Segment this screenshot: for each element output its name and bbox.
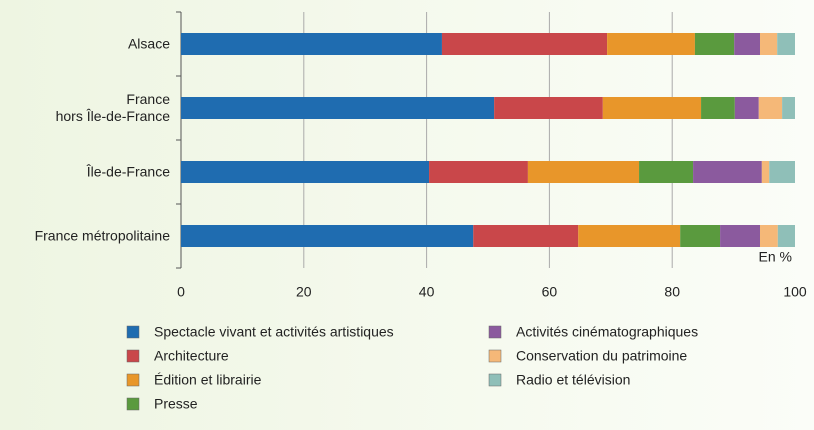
bar-segment	[473, 225, 579, 247]
bar-segment	[760, 33, 778, 55]
bar-segment	[760, 225, 778, 247]
x-tick-label: 100	[783, 284, 807, 300]
bar-segment	[181, 225, 474, 247]
category-label: France métropolitaine	[34, 227, 170, 244]
bar-segment	[181, 33, 442, 55]
annotation: En %	[759, 249, 792, 265]
legend-swatch	[488, 325, 502, 339]
bar-segment	[181, 97, 495, 119]
bar-segment	[680, 225, 721, 247]
bar-segment	[782, 97, 795, 119]
x-tick-label: 60	[542, 284, 558, 300]
bar-segment	[758, 97, 783, 119]
x-tick-label: 20	[296, 284, 312, 300]
legend-swatch	[488, 373, 502, 387]
bar-segment	[527, 161, 640, 183]
x-tick-label: 80	[664, 284, 680, 300]
legend-label: Conservation du patrimoine	[516, 348, 687, 364]
bar-segment	[694, 33, 735, 55]
bar-segment	[602, 97, 702, 119]
bar-segment	[429, 161, 528, 183]
legend-swatch	[126, 325, 140, 339]
x-tick-label: 40	[419, 284, 435, 300]
bar-segment	[720, 225, 761, 247]
category-label: Alsace	[127, 35, 170, 52]
bar-segment	[607, 33, 695, 55]
bar-segment	[693, 161, 762, 183]
category-label: France hors Île-de-France	[55, 91, 170, 124]
legend-label: Édition et librairie	[154, 372, 262, 388]
bar-segment	[494, 97, 603, 119]
legend-swatch	[126, 349, 140, 363]
bar-segment	[734, 33, 761, 55]
legend-label: Presse	[154, 396, 198, 412]
bar-segment	[769, 161, 795, 183]
bar-segment	[761, 161, 770, 183]
category-label: Île-de-France	[86, 163, 170, 180]
bar-segment	[639, 161, 694, 183]
legend-swatch	[126, 373, 140, 387]
bar-segment	[777, 225, 795, 247]
legend-label: Radio et télévision	[516, 372, 630, 388]
legend-label: Activités cinématographiques	[516, 324, 698, 340]
bar-segment	[734, 97, 759, 119]
legend-label: Architecture	[154, 348, 229, 364]
legend-swatch	[488, 349, 502, 363]
bar-segment	[441, 33, 608, 55]
bar-segment	[777, 33, 795, 55]
bar-segment	[701, 97, 735, 119]
bar-segment	[578, 225, 681, 247]
legend-label: Spectacle vivant et activités artistique…	[154, 324, 394, 340]
bar-segment	[181, 161, 430, 183]
x-tick-label: 0	[177, 284, 185, 300]
legend-swatch	[126, 397, 140, 411]
